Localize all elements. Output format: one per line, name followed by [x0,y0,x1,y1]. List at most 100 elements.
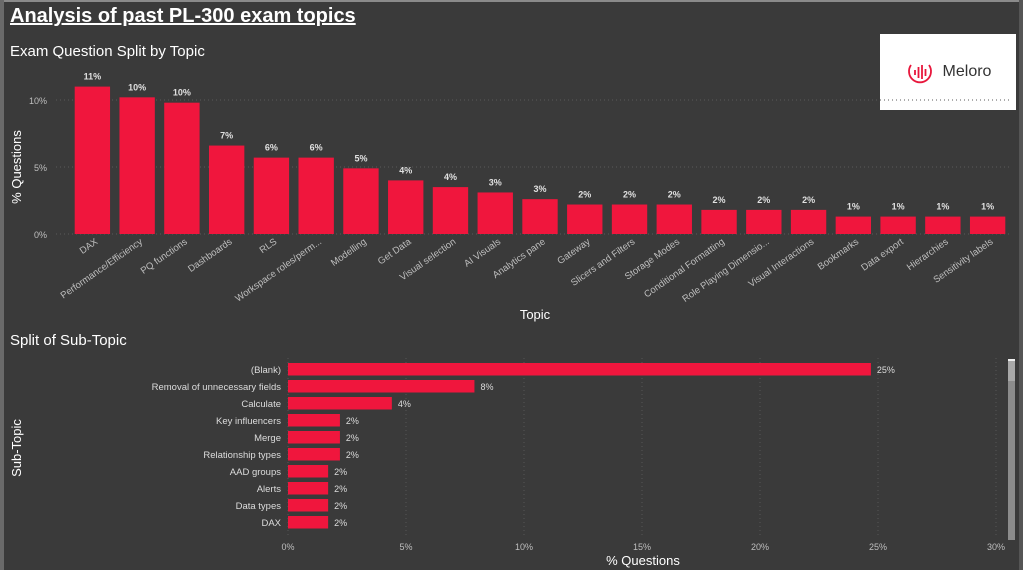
data-label: 4% [399,165,412,175]
x-tick-label: 0% [281,542,294,552]
x-tick-label: RLS [258,236,279,256]
subtopic-chart-title: Split of Sub-Topic [10,332,127,349]
bar [253,157,290,234]
bar [343,168,379,234]
x-tick-label: 25% [869,542,887,552]
data-label: 2% [713,195,726,205]
data-label: 4% [398,399,411,409]
topic-chart-x-axis-label: Topic [520,307,551,322]
data-label: 6% [310,143,323,153]
bar [880,216,916,234]
y-tick-label: Alerts [257,484,282,495]
data-label: 2% [334,518,347,528]
data-label: 2% [757,195,770,205]
bar [477,192,513,234]
left-border [0,0,4,570]
data-label: 1% [847,202,860,212]
data-label: 2% [802,195,815,205]
x-tick-label: 30% [987,542,1005,552]
bar [835,216,872,234]
y-tick-label: Calculate [241,399,281,410]
bar [288,499,329,512]
subtopic-scrollbar[interactable] [1008,359,1015,540]
bar [567,204,603,234]
y-tick-label: 10% [29,96,47,106]
subtopic-chart-y-axis-label: Sub-Topic [9,419,24,477]
logo-text: Meloro [942,63,992,80]
topic-chart-y-axis-label: % Questions [9,130,24,204]
bar [925,216,961,234]
bar [656,204,692,234]
bar [969,216,1006,234]
topic-chart-title: Exam Question Split by Topic [10,43,205,60]
x-tick-label: Get Data [376,236,414,267]
x-tick-label: Gateway [555,236,592,267]
x-tick-label: 20% [751,542,769,552]
data-label: 6% [265,143,278,153]
bar [288,380,475,393]
data-label: 2% [334,467,347,477]
data-label: 3% [489,177,502,187]
bar [208,145,245,234]
bar [74,86,111,234]
bar [288,414,340,427]
meloro-logo: Meloro [880,34,1016,110]
data-label: 2% [334,484,347,494]
data-label: 1% [892,202,905,212]
topic-bar-chart: % Questions Topic 0% 5% 10% 11% DAX 10% Perfo… [9,72,1010,322]
y-tick-label: Key influencers [216,416,281,427]
bar [288,465,329,478]
data-label: 2% [346,416,359,426]
data-label: 2% [668,190,681,200]
bar [164,102,200,235]
subtopic-chart-x-axis-label: % Questions [606,553,680,568]
x-tick-label: Workspace roles/perm... [233,236,324,304]
bar [522,199,558,234]
y-tick-label: AAD groups [230,467,281,478]
x-tick-label: 15% [633,542,651,552]
y-tick-label: Relationship types [203,450,281,461]
x-tick-label: 10% [515,542,533,552]
data-label: 11% [84,72,102,82]
data-label: 2% [346,450,359,460]
data-label: 2% [334,501,347,511]
scrollbar-thumb[interactable] [1008,359,1015,381]
y-tick-label: Data types [236,501,282,512]
y-tick-label: 5% [34,163,47,173]
x-tick-label: Performance/Efficiency [59,236,145,301]
bar [790,209,827,234]
data-label: 8% [480,382,493,392]
data-label: 4% [444,172,457,182]
x-tick-label: Data export [859,236,906,273]
bar [611,204,648,234]
page-title: Analysis of past PL-300 exam topics [10,5,356,27]
bar [388,180,424,234]
bar [288,431,340,444]
data-label: 25% [877,365,895,375]
sound-wave-circle-icon [907,64,932,84]
data-label: 1% [981,202,994,212]
bar [288,482,329,495]
x-tick-label: Modelling [329,236,369,268]
bar [288,363,871,376]
x-tick-label: Bookmarks [816,236,861,272]
data-label: 10% [173,88,191,98]
x-tick-label: Role Playing Dimensio... [680,236,771,304]
bar [432,187,469,234]
y-tick-label: Merge [254,433,281,444]
data-label: 2% [623,190,636,200]
y-tick-label: Removal of unnecessary fields [152,382,282,393]
data-label: 7% [220,131,233,141]
bar [288,397,392,410]
bar [288,516,329,529]
x-tick-label: PQ functions [139,236,190,276]
bar [701,209,737,234]
x-tick-label: 5% [399,542,412,552]
bar [119,97,155,234]
bar [288,448,340,461]
data-label: 10% [128,82,146,92]
x-tick-label: Dashboards [186,236,234,275]
subtopic-bar-chart: Sub-Topic % Questions 0% 5% 10% 15% 20% 25% 30… [9,358,1005,568]
bar [298,157,334,234]
right-border [1019,0,1023,570]
